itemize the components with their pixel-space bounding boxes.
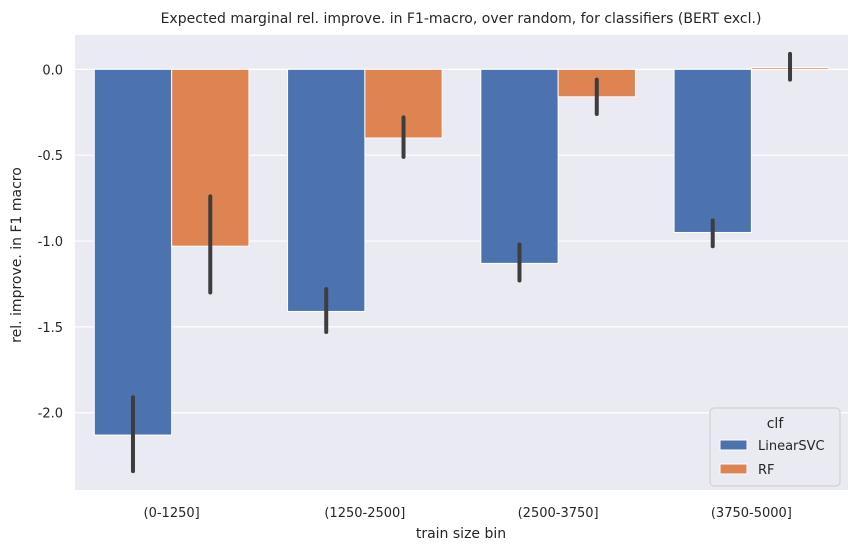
legend: clf LinearSVC RF <box>709 407 841 487</box>
x-tick-label: (1250-2500] <box>324 506 405 521</box>
x-tick-label: (0-1250] <box>144 506 200 521</box>
x-tick-label: (3750-5000] <box>711 506 792 521</box>
legend-label-linearsvc: LinearSVC <box>758 439 825 454</box>
legend-label-rf: RF <box>758 463 775 478</box>
y-tick-label: -1.5 <box>38 321 63 336</box>
y-tick-label: 0.0 <box>42 63 63 78</box>
error-bars <box>130 51 793 474</box>
y-axis-label: rel. improve. in F1 macro <box>9 167 25 343</box>
x-axis-label: train size bin <box>416 526 506 542</box>
bar <box>287 68 366 312</box>
bar <box>93 68 173 436</box>
legend-swatch-linearsvc <box>719 439 748 451</box>
y-axis-ticks: 0.0 -0.5 -1.0 -1.5 -2.0 <box>38 63 63 421</box>
legend-title: clf <box>767 416 785 432</box>
bar <box>480 68 559 264</box>
x-tick-label: (2500-3750] <box>518 506 599 521</box>
x-axis-ticks: (0-1250] (1250-2500] (2500-3750] (3750-5000… <box>144 506 792 521</box>
y-tick-label: -1.0 <box>38 235 63 250</box>
y-tick-label: -0.5 <box>38 149 63 164</box>
y-tick-label: -2.0 <box>38 407 63 422</box>
bar <box>673 68 752 233</box>
legend-swatch-rf <box>719 463 748 475</box>
chart-title: Expected marginal rel. improve. in F1-ma… <box>161 11 762 27</box>
